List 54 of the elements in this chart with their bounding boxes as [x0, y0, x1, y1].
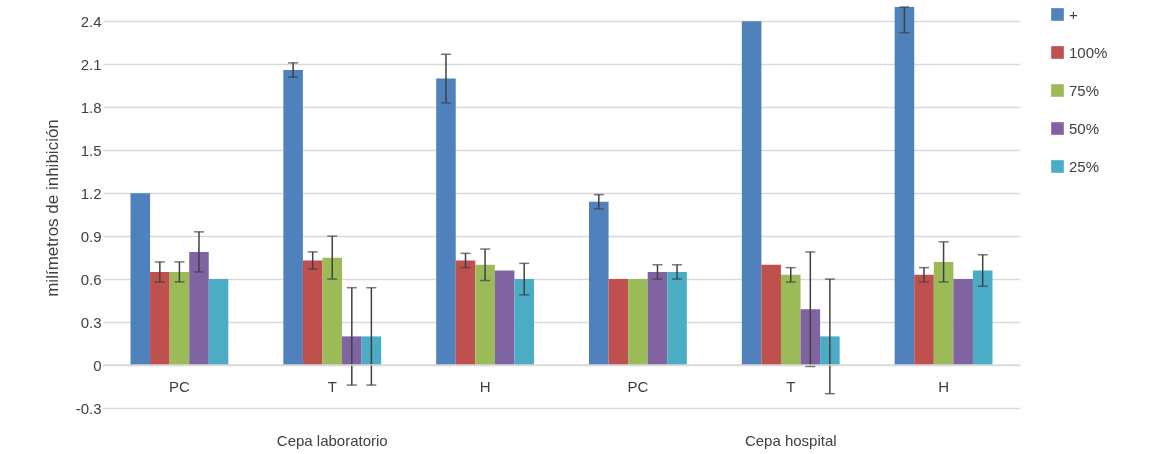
bar	[761, 264, 781, 366]
bar	[475, 264, 495, 366]
legend-label: 100%	[1069, 43, 1108, 61]
y-tick-label: 1.8	[80, 98, 102, 116]
legend-label: 75%	[1069, 81, 1100, 99]
x-tick-label: PC	[627, 377, 649, 395]
bar	[342, 336, 362, 366]
bar	[628, 279, 648, 366]
bar	[800, 309, 821, 366]
y-tick-label: 0	[93, 356, 102, 374]
bar	[667, 271, 687, 366]
x-tick-label: H	[479, 377, 491, 395]
bar	[953, 279, 973, 366]
bar	[150, 271, 170, 366]
bar	[322, 257, 343, 366]
legend-label: 25%	[1069, 157, 1100, 175]
bar	[302, 260, 323, 366]
bar	[436, 78, 456, 366]
x-tick-label: PC	[168, 377, 190, 395]
legend-label: 50%	[1069, 119, 1100, 137]
legend-label: +	[1069, 5, 1078, 23]
bar	[514, 279, 534, 366]
y-tick-label: 2.4	[80, 12, 102, 30]
bar	[361, 336, 382, 366]
y-tick-label: 0.3	[80, 313, 102, 331]
x-tick-label: H	[938, 377, 950, 395]
bar	[189, 251, 209, 366]
x-tick-label: T	[327, 377, 337, 395]
bar	[894, 7, 915, 366]
y-tick-label: 0.6	[80, 270, 102, 288]
bar	[820, 336, 840, 366]
bar	[130, 193, 151, 366]
bar	[589, 201, 609, 366]
y-tick-label: -0.3	[75, 399, 102, 417]
y-tick-label: 2.1	[80, 55, 102, 73]
text: Cepa hospital	[744, 432, 837, 449]
bar	[914, 274, 934, 366]
bar	[283, 70, 303, 366]
bar	[780, 274, 801, 366]
x-tick-label: T	[786, 377, 796, 395]
bar	[608, 279, 629, 366]
bar	[455, 260, 476, 366]
y-axis-title: milímetros de inhibición	[42, 119, 62, 297]
y-tick-label: 0.9	[80, 227, 102, 245]
bar	[208, 279, 229, 366]
bar	[494, 270, 515, 366]
bar	[933, 261, 954, 366]
bar	[169, 271, 190, 366]
y-tick-label: 1.2	[80, 184, 102, 202]
bar	[741, 21, 762, 366]
text: Cepa laboratorio	[276, 432, 388, 449]
bar	[647, 271, 668, 366]
y-tick-label: 1.5	[80, 141, 102, 159]
bar	[972, 270, 993, 366]
